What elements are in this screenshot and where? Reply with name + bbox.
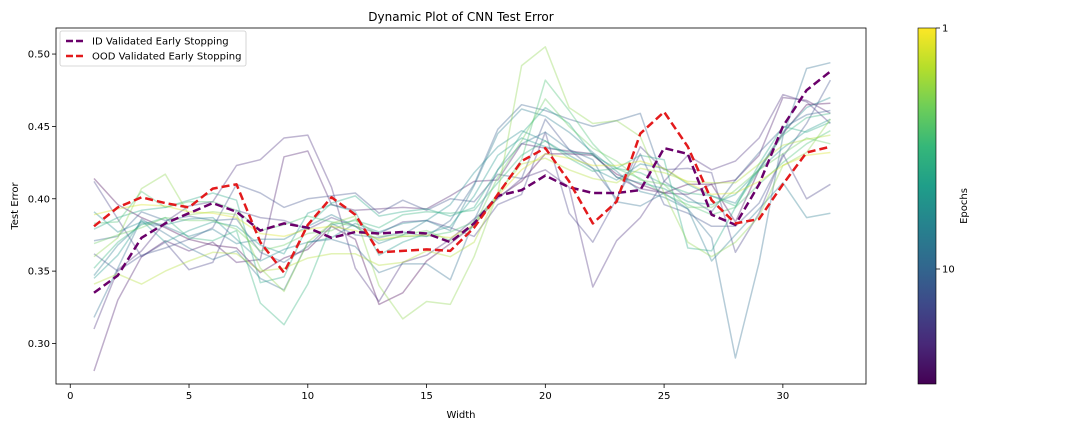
- background-series-line-3: [93, 93, 831, 330]
- y-tick-label: 0.40: [28, 194, 50, 205]
- colorbar-tick-label-1: 1: [942, 24, 948, 35]
- background-series-line-14: [93, 98, 831, 252]
- colorbar-tick-label-10: 10: [942, 265, 955, 276]
- background-series-line-13: [93, 79, 831, 242]
- background-series-line-9: [93, 96, 831, 262]
- y-axis-label: Test Error: [10, 181, 21, 230]
- x-tick-label: 0: [67, 391, 73, 402]
- x-tick-label: 20: [539, 391, 552, 402]
- background-series-line-11: [93, 106, 831, 284]
- y-tick-label: 0.30: [28, 339, 50, 350]
- legend-label-ood-validated: OOD Validated Early Stopping: [92, 52, 241, 63]
- background-series-line-7: [93, 61, 831, 359]
- background-series-line-8: [93, 108, 831, 276]
- background-series-line-5: [93, 79, 832, 272]
- x-tick-label: 15: [420, 391, 433, 402]
- main-series-group: [93, 70, 832, 294]
- x-tick-label: 30: [776, 391, 789, 402]
- x-axis-label: Width: [446, 410, 475, 421]
- colorbar: 1 10 Epochs: [917, 24, 970, 385]
- colorbar-gradient: [917, 27, 937, 385]
- background-series-line-2: [93, 96, 831, 372]
- background-series-line-12: [93, 112, 831, 326]
- ood-validated-line: [93, 110, 831, 274]
- background-series-line-16: [93, 134, 831, 285]
- y-axis-ticks: 0.30 0.35 0.40 0.45 0.50: [28, 50, 56, 350]
- x-tick-label: 10: [301, 391, 314, 402]
- y-tick-label: 0.45: [28, 122, 50, 133]
- x-axis-ticks: 0 5 10 15 20 25 30: [67, 384, 789, 402]
- legend-box: [59, 30, 247, 67]
- legend-label-id-validated: ID Validated Early Stopping: [92, 37, 229, 48]
- id-validated-line: [93, 70, 832, 294]
- x-tick-label: 5: [186, 391, 192, 402]
- y-tick-label: 0.50: [28, 50, 50, 61]
- background-series-line-15: [93, 46, 832, 320]
- background-series-line-1: [93, 102, 831, 306]
- background-series-line-6: [93, 103, 831, 264]
- chart-title: Dynamic Plot of CNN Test Error: [368, 10, 553, 24]
- y-tick-label: 0.35: [28, 267, 50, 278]
- colorbar-label: Epochs: [959, 188, 970, 224]
- x-tick-label: 25: [658, 391, 671, 402]
- plot-area-frame: [55, 27, 867, 385]
- legend: ID Validated Early Stopping OOD Validate…: [59, 30, 247, 67]
